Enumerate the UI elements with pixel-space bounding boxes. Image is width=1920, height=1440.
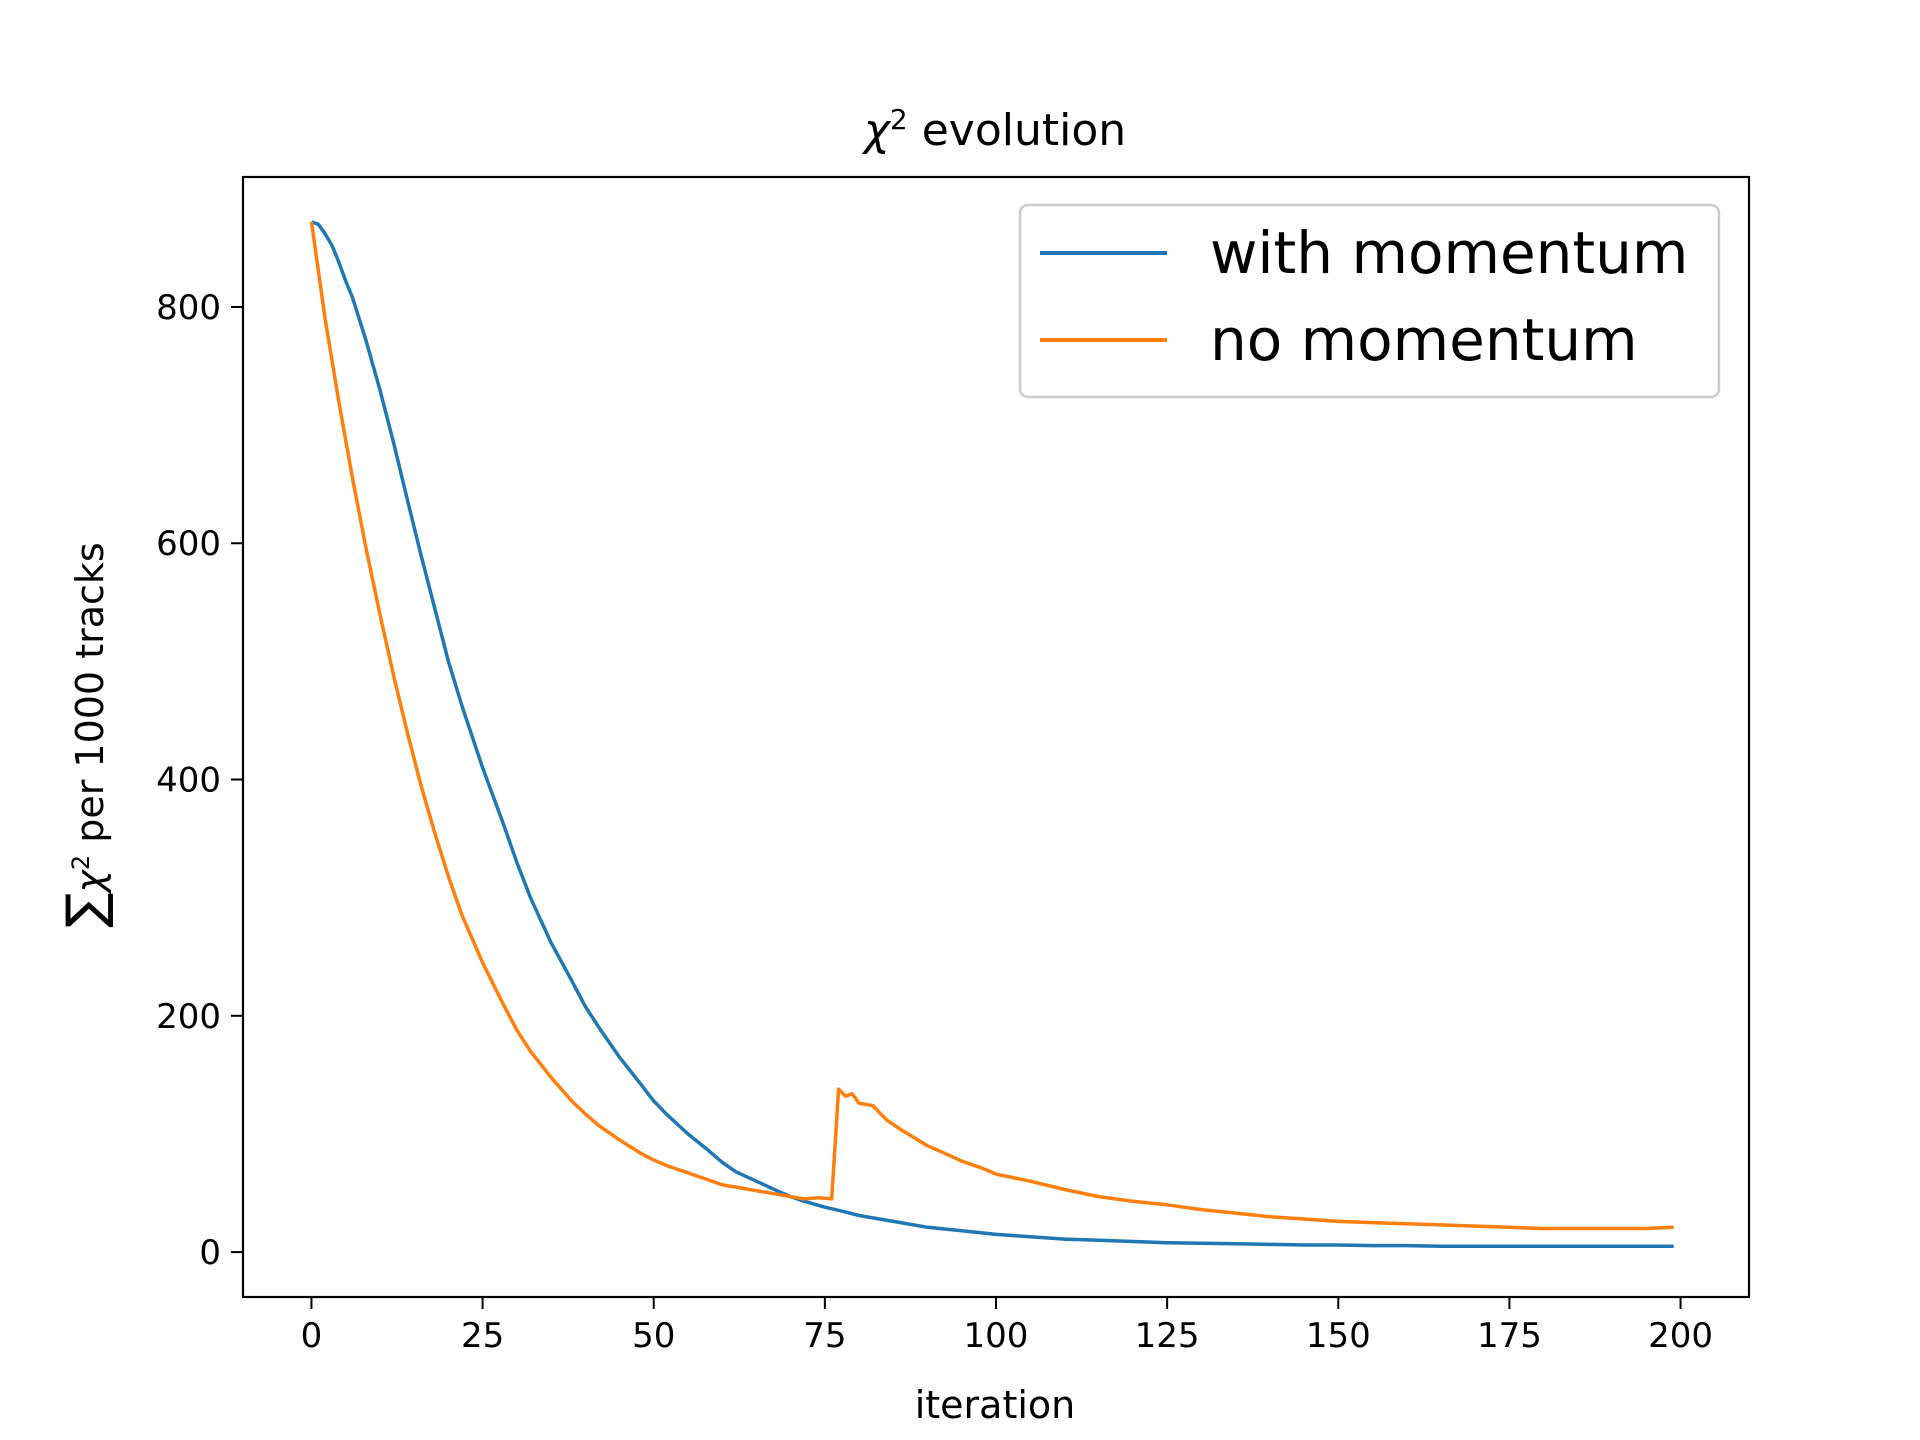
legend-box xyxy=(1018,203,1721,399)
y-axis-label: ∑χ2 per 1000 tracks xyxy=(56,542,116,927)
y-axis-ticks: 0 200 400 600 800 xyxy=(156,288,243,1273)
y-tick-label: 0 xyxy=(199,1233,221,1273)
series-line-no-momentum xyxy=(309,221,1674,1231)
x-tick-label: 75 xyxy=(803,1316,846,1356)
y-tick-label: 800 xyxy=(156,288,221,328)
x-tick-label: 175 xyxy=(1477,1316,1542,1356)
x-axis-label: iteration xyxy=(915,1383,1076,1427)
y-tick-label: 200 xyxy=(156,997,221,1037)
x-tick-label: 100 xyxy=(964,1316,1029,1356)
y-tick-label: 600 xyxy=(156,524,221,564)
x-tick-label: 150 xyxy=(1306,1316,1371,1356)
x-tick-label: 0 xyxy=(301,1316,323,1356)
x-tick-label: 50 xyxy=(632,1316,675,1356)
y-tick-label: 400 xyxy=(156,761,221,801)
legend-label-no-momentum: no momentum xyxy=(1210,306,1638,374)
series-lines xyxy=(309,220,1674,1248)
x-tick-label: 200 xyxy=(1648,1316,1713,1356)
legend-label-with-momentum: with momentum xyxy=(1210,219,1688,287)
chart-title: χ2 evolution xyxy=(862,103,1126,156)
x-axis-ticks: 0 25 50 75 100 125 150 175 200 xyxy=(301,1297,1713,1356)
legend: with momentum no momentum xyxy=(1018,203,1721,399)
plot-area: 0 25 50 75 100 125 150 175 200 0 200 400 600 800 xyxy=(156,175,1751,1356)
x-tick-label: 25 xyxy=(461,1316,504,1356)
x-tick-label: 125 xyxy=(1135,1316,1200,1356)
series-line-with-momentum xyxy=(310,220,1674,1248)
